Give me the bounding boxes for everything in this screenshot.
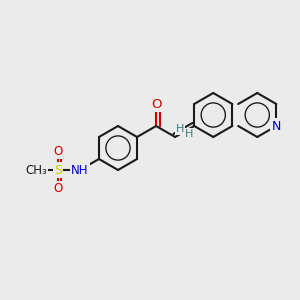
Text: S: S bbox=[54, 164, 62, 176]
Text: CH₃: CH₃ bbox=[25, 164, 47, 176]
Text: N: N bbox=[272, 119, 281, 133]
Text: O: O bbox=[53, 145, 62, 158]
Text: NH: NH bbox=[71, 164, 88, 176]
Text: O: O bbox=[151, 98, 161, 110]
Text: H: H bbox=[185, 129, 194, 139]
Text: H: H bbox=[176, 124, 184, 134]
Text: O: O bbox=[53, 182, 62, 195]
